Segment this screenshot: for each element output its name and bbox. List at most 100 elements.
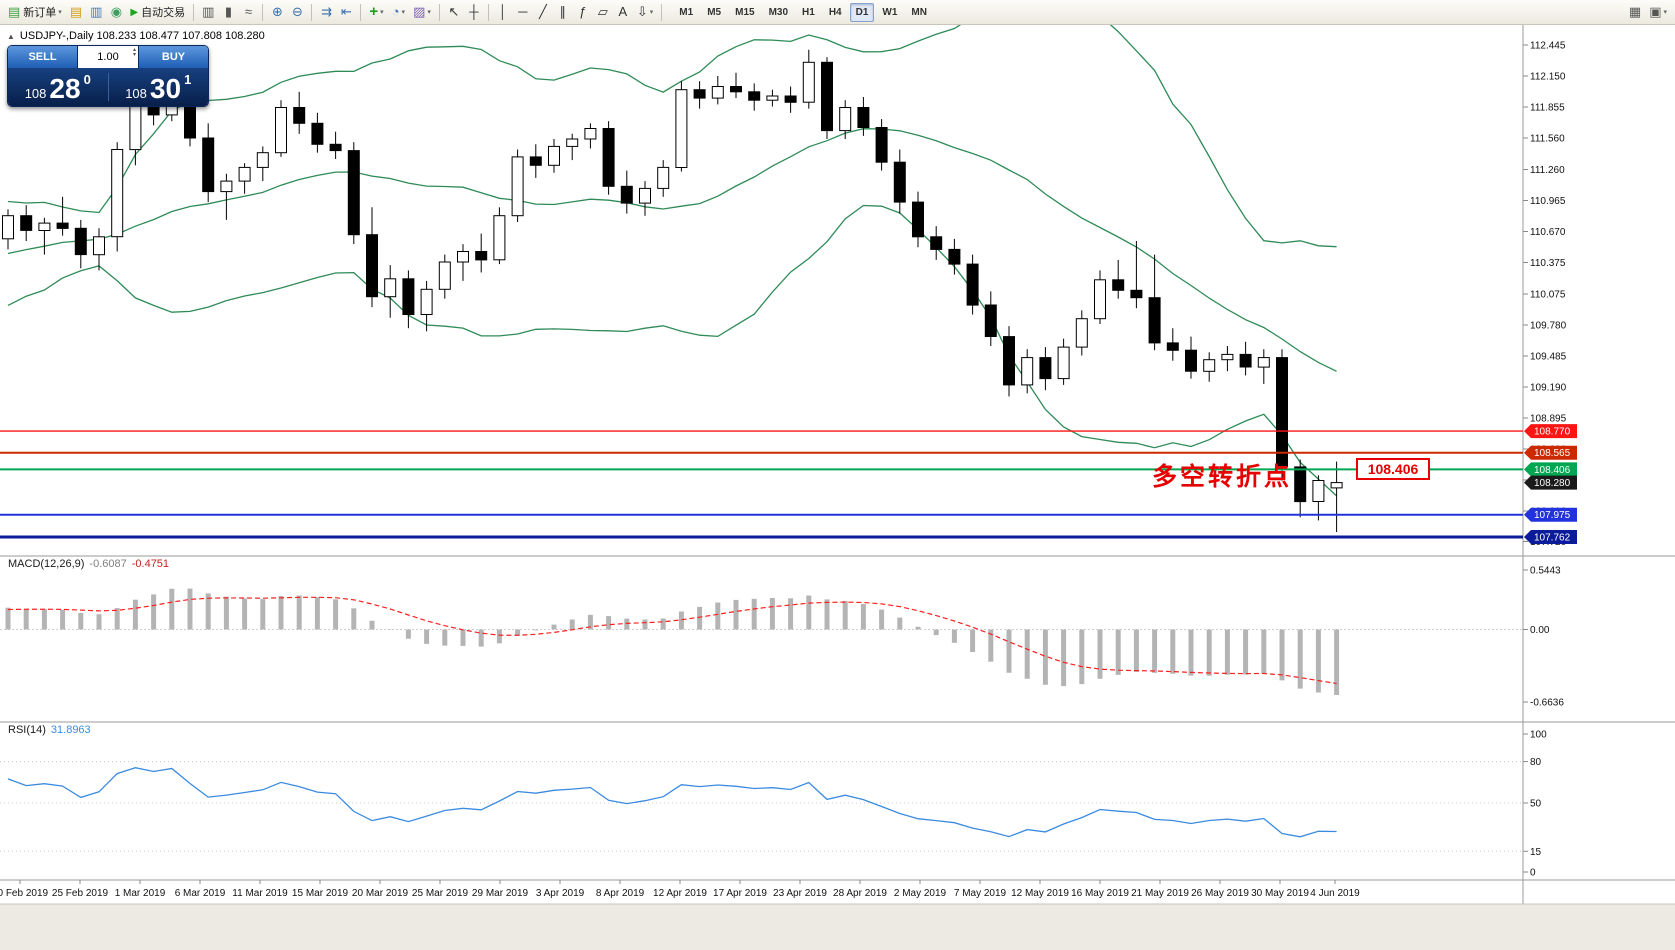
trendline-icon[interactable]: ╱ — [533, 2, 553, 22]
equidistant-channel-icon: ∥ — [559, 4, 567, 19]
equidistant-channel-icon[interactable]: ∥ — [553, 2, 573, 22]
indicators-button[interactable]: + ▾ — [365, 2, 387, 22]
price-callout-label[interactable]: 108.406 — [1356, 458, 1430, 480]
crosshair-icon[interactable]: ┼ — [464, 2, 484, 22]
vertical-line-icon[interactable]: │ — [493, 2, 513, 22]
svg-text:111.260: 111.260 — [1530, 165, 1565, 176]
svg-text:109.780: 109.780 — [1530, 321, 1567, 332]
text-icon[interactable]: A — [613, 2, 633, 22]
vertical-line-icon: │ — [498, 4, 507, 19]
auto-scroll-icon[interactable]: ⇉ — [316, 2, 336, 22]
cursor-icon[interactable]: ↖ — [444, 2, 464, 22]
horizontal-line-objects[interactable] — [0, 430, 1523, 539]
timeframe-h1[interactable]: H1 — [802, 6, 815, 18]
autotrading-button-label: 自动交易 — [141, 7, 186, 19]
svg-text:80: 80 — [1530, 757, 1542, 768]
timeframe-w1[interactable]: W1 — [882, 6, 898, 18]
volume-input[interactable]: 1.00 ▴ ▾ — [77, 46, 139, 68]
annotation-text[interactable]: 多空转折点 — [1152, 463, 1293, 491]
sell-price-prefix: 108 — [24, 86, 47, 101]
toolbar-separator — [487, 3, 489, 21]
macd-indicator-label: MACD(12,26,9) -0.6087 -0.4751 — [8, 558, 169, 570]
toolbar-separator — [193, 3, 195, 21]
svg-text:109.190: 109.190 — [1530, 383, 1567, 394]
volume-value: 1.00 — [97, 51, 119, 63]
sell-button[interactable]: SELL — [8, 46, 77, 68]
shapes-icon[interactable]: ▱ — [593, 2, 613, 22]
tile-windows-icon[interactable]: ▦ — [1625, 2, 1645, 22]
line-chart-icon: ≈ — [244, 4, 252, 19]
market-watch-icon[interactable]: ▤ — [66, 2, 86, 22]
price-axis[interactable]: 112.445 112.150 111.855 111.560 111.260 110.9… — [1523, 41, 1577, 548]
sell-price-pip: 0 — [83, 72, 91, 87]
price-flag — [1524, 475, 1577, 490]
autotrading-button[interactable]: ▶ 自动交易 — [126, 2, 189, 22]
trendline-icon: ╱ — [538, 4, 547, 19]
svg-text:20 Mar 2019: 20 Mar 2019 — [352, 888, 409, 899]
svg-text:12 May 2019: 12 May 2019 — [1011, 888, 1069, 899]
buy-price-big: 30 — [149, 73, 182, 104]
horizontal-line-icon[interactable]: ─ — [513, 2, 533, 22]
price-flag — [1524, 530, 1577, 544]
zoom-in-icon: ⊕ — [271, 4, 283, 19]
symbol-ohlc-text: USDJPY-,Daily 108.233 108.477 107.808 10… — [19, 30, 265, 42]
timeframe-d1[interactable]: D1 — [849, 2, 875, 22]
candlesticks — [2, 49, 1343, 532]
window-arrange-icon: ▣ — [1649, 4, 1662, 19]
sell-price[interactable]: 108 28 0 — [8, 68, 108, 106]
one-click-collapse-icon[interactable]: ▲ — [7, 31, 15, 41]
indicators-icon: + — [369, 3, 379, 20]
svg-text:29 Mar 2019: 29 Mar 2019 — [472, 888, 529, 899]
bar-chart-icon: ▥ — [202, 4, 215, 19]
bar-chart-icon[interactable]: ▥ — [198, 2, 218, 22]
svg-text:17 Apr 2019: 17 Apr 2019 — [713, 888, 767, 899]
fibonacci-icon[interactable]: ƒ — [573, 2, 593, 22]
svg-text:26 May 2019: 26 May 2019 — [1191, 888, 1249, 899]
auto-scroll-icon: ⇉ — [320, 4, 332, 19]
timeframe-m1[interactable]: M1 — [679, 6, 694, 18]
buy-button[interactable]: BUY — [139, 46, 208, 68]
svg-text:111.855: 111.855 — [1530, 102, 1565, 113]
timeframe-m30[interactable]: M30 — [768, 6, 789, 18]
templates-icon: ▨ — [413, 4, 426, 19]
svg-text:16 May 2019: 16 May 2019 — [1071, 888, 1129, 899]
data-window-icon: ▥ — [90, 4, 103, 19]
svg-text:107.975: 107.975 — [1534, 510, 1571, 521]
svg-text:-0.6636: -0.6636 — [1530, 698, 1564, 709]
svg-text:25 Feb 2019: 25 Feb 2019 — [52, 888, 109, 899]
toolbar-separator — [438, 3, 440, 21]
new-order-button[interactable]: ▤ 新订单 ▾ — [4, 2, 66, 22]
timeframe-m15[interactable]: M15 — [735, 6, 755, 18]
spinner-down-icon[interactable]: ▾ — [132, 52, 136, 58]
line-chart-icon[interactable]: ≈ — [238, 2, 258, 22]
navigator-icon[interactable]: ◉ — [106, 2, 126, 22]
timeframe-mn[interactable]: MN — [911, 6, 927, 18]
caret-down-icon: ▾ — [427, 9, 431, 16]
zoom-out-icon[interactable]: ⊖ — [287, 2, 307, 22]
window-arrange-icon[interactable]: ▣ ▾ — [1645, 2, 1671, 22]
svg-text:108.770: 108.770 — [1534, 427, 1571, 438]
templates-button[interactable]: ▨ ▾ — [409, 2, 435, 22]
spinner-up-icon[interactable]: ▴ — [132, 47, 136, 53]
timeframe-h4[interactable]: H4 — [828, 6, 842, 18]
caret-down-icon: ▾ — [58, 9, 62, 16]
crosshair-icon: ┼ — [469, 4, 479, 19]
data-window-icon[interactable]: ▥ — [86, 2, 106, 22]
svg-text:12 Apr 2019: 12 Apr 2019 — [653, 888, 707, 899]
periods-button[interactable]: ◔ ▾ — [388, 2, 409, 22]
rsi-indicator-label: RSI(14) 31.8963 — [8, 724, 91, 736]
svg-text:108.406: 108.406 — [1534, 465, 1571, 476]
svg-text:110.075: 110.075 — [1530, 290, 1566, 301]
chart-shift-icon[interactable]: ⇤ — [336, 2, 356, 22]
arrows-icon[interactable]: ⇩ ▾ — [633, 2, 657, 22]
timeframe-m5[interactable]: M5 — [707, 6, 722, 18]
buy-price[interactable]: 108 30 1 — [109, 68, 209, 106]
candlestick-chart-icon[interactable]: ▮ — [218, 2, 238, 22]
volume-spinner[interactable]: ▴ ▾ — [132, 47, 136, 58]
autotrading-play-icon: ▶ — [130, 6, 139, 18]
zoom-in-icon[interactable]: ⊕ — [267, 2, 287, 22]
svg-text:0.00: 0.00 — [1530, 625, 1550, 636]
new-order-button-label: 新订单 — [23, 7, 57, 19]
